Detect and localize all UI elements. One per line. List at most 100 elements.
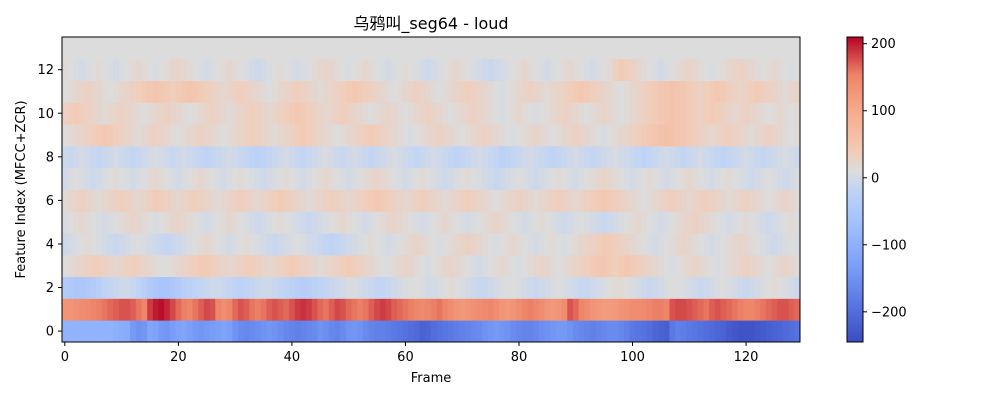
heatmap-cell [765,167,773,190]
heatmap-cell [510,167,517,190]
heatmap-cell [499,145,506,169]
heatmap-cell [311,320,318,343]
heatmap-cell [357,254,364,278]
heatmap-cell [663,80,670,103]
heatmap-cell [186,167,193,190]
heatmap-cell [266,58,273,81]
heatmap-cell [499,211,506,234]
heatmap-cell [731,320,738,343]
heatmap-cell [357,124,364,147]
heatmap-cell [147,37,154,60]
heatmap-cell [459,80,466,103]
heatmap-cell [96,80,103,103]
heatmap-cell [84,80,91,103]
heatmap-cell [84,145,91,169]
heatmap-cell [232,80,239,103]
heatmap-cell [731,124,738,147]
heatmap-cell [334,124,341,147]
heatmap-cell [124,189,131,212]
heatmap-cell [79,80,86,103]
heatmap-cell [147,276,154,299]
heatmap-cell [203,145,210,169]
heatmap-cell [442,124,449,147]
heatmap-cell [760,58,767,81]
heatmap-cell [158,145,165,169]
heatmap-cell [198,320,205,343]
heatmap-cell [84,102,91,125]
heatmap-cell [606,233,614,256]
heatmap-cell [589,298,597,321]
heatmap-cell [487,145,494,169]
heatmap-cell [266,254,273,278]
heatmap-cell [408,276,415,299]
heatmap-cell [720,102,727,125]
heatmap-cell [408,37,415,60]
heatmap-cell [589,124,597,147]
heatmap-cell [243,211,250,234]
heatmap-cell [277,320,284,343]
heatmap-cell [516,233,523,256]
heatmap-cell [300,58,307,81]
heatmap-cell [442,37,449,60]
heatmap-cell [743,37,750,60]
heatmap-cell [782,145,790,169]
heatmap-cell [345,298,352,321]
heatmap-cell [714,276,721,299]
heatmap-cell [90,80,97,103]
heatmap-cell [169,276,176,299]
heatmap-cell [232,167,239,190]
heatmap-cell [760,189,767,212]
heatmap-cell [635,124,642,147]
heatmap-cell [487,80,494,103]
heatmap-cell [703,145,710,169]
heatmap-cell [720,211,727,234]
heatmap-cell [572,167,579,190]
heatmap-cell [408,145,415,169]
heatmap-cell [306,80,313,103]
heatmap-cell [465,211,472,234]
heatmap-cell [209,189,216,212]
heatmap-cell [135,167,142,190]
heatmap-cell [760,211,767,234]
heatmap-cell [589,80,597,103]
heatmap-cell [266,233,273,256]
heatmap-cell [777,298,784,321]
heatmap-cell [300,124,307,147]
heatmap-cell [408,102,415,125]
heatmap-cell [130,211,137,234]
heatmap-cell [589,233,597,256]
heatmap-cell [782,254,790,278]
heatmap-cell [544,211,551,234]
heatmap-cell [323,124,330,147]
heatmap-cell [465,145,472,169]
heatmap-cell [453,276,460,299]
heatmap-cell [482,102,489,125]
heatmap-cell [79,189,86,212]
heatmap-cell [743,167,750,190]
heatmap-cell [425,102,432,125]
heatmap-cell [578,254,585,278]
heatmap-cell [465,167,472,190]
heatmap-cell [765,233,773,256]
heatmap-cell [527,37,534,60]
heatmap-cell [561,233,568,256]
heatmap-cell [345,254,352,278]
heatmap-cell [754,276,761,299]
heatmap-cell [209,233,216,256]
heatmap-cell [289,58,296,81]
heatmap-cell [624,298,631,321]
heatmap-cell [169,37,176,60]
heatmap-cell [527,298,534,321]
heatmap-cell [703,276,710,299]
heatmap-cell [362,298,369,321]
heatmap-cell [334,37,341,60]
heatmap-cell [493,211,500,234]
heatmap-cell [686,189,693,212]
heatmap-cell [186,80,193,103]
heatmap-cell [379,58,386,81]
heatmap-cell [385,320,392,343]
heatmap-cell [567,124,574,147]
heatmap-cell [67,80,74,103]
heatmap-cell [396,254,404,278]
heatmap-cell [79,254,86,278]
